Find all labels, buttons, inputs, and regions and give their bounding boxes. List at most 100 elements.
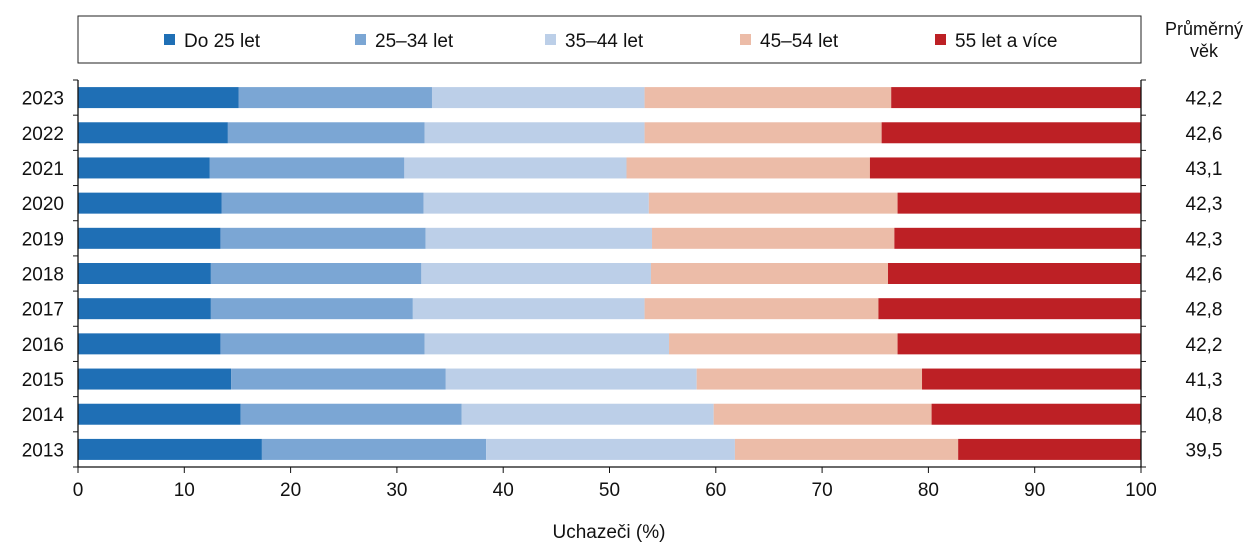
bar-2016-do-25-let (78, 333, 221, 355)
x-tick-label-30: 30 (386, 480, 407, 501)
bar-2016-55-let-a-vice (897, 333, 1141, 355)
legend-label-55-let-a-vice: 55 let a více (955, 31, 1057, 52)
x-tick-label-90: 90 (1024, 480, 1045, 501)
bar-2014-25-34-let (240, 403, 462, 425)
category-label-2021: 2021 (22, 159, 64, 180)
legend-swatch-25-34-let (355, 34, 366, 45)
bar-2022-35-44-let (424, 122, 645, 144)
category-label-2015: 2015 (22, 370, 64, 391)
bar-2023-45-54-let (644, 87, 892, 109)
category-label-2017: 2017 (22, 300, 64, 321)
average-age-2014: 40,8 (1186, 405, 1223, 426)
legend-swatch-55-let-a-vice (935, 34, 946, 45)
bar-2019-45-54-let (652, 227, 895, 249)
bar-2015-do-25-let (78, 368, 232, 390)
category-label-2016: 2016 (22, 335, 64, 356)
category-label-2020: 2020 (22, 194, 64, 215)
bar-2021-do-25-let (78, 157, 210, 179)
bar-2020-35-44-let (423, 192, 649, 214)
x-tick-label-60: 60 (705, 480, 726, 501)
bar-2019-25-34-let (220, 227, 426, 249)
bar-2018-55-let-a-vice (888, 263, 1141, 284)
average-age-2017: 42,8 (1186, 300, 1223, 321)
average-age-2019: 42,3 (1186, 229, 1223, 250)
bar-2018-25-34-let (210, 263, 422, 284)
bar-2023-do-25-let (78, 87, 239, 109)
bar-2020-25-34-let (221, 192, 424, 214)
average-age-2022: 42,6 (1186, 124, 1223, 145)
x-tick-label-80: 80 (918, 480, 939, 501)
bar-2017-35-44-let (412, 298, 645, 320)
bar-2013-55-let-a-vice (958, 438, 1141, 460)
bar-2021-45-54-let (626, 157, 870, 179)
bar-2015-25-34-let (231, 368, 446, 390)
x-tick-label-10: 10 (174, 480, 195, 501)
category-label-2022: 2022 (22, 124, 64, 145)
bar-2021-35-44-let (404, 157, 627, 179)
bar-2022-25-34-let (227, 122, 425, 144)
average-age-header: Průměrný věk (1165, 19, 1243, 61)
bar-2019-35-44-let (425, 227, 653, 249)
category-label-2014: 2014 (22, 405, 65, 426)
x-tick-label-20: 20 (280, 480, 301, 501)
average-age-2021: 43,1 (1186, 159, 1223, 180)
category-label-2013: 2013 (22, 440, 64, 461)
x-tick-label-100: 100 (1125, 480, 1157, 501)
category-label-2023: 2023 (22, 89, 64, 110)
x-tick-label-70: 70 (812, 480, 833, 501)
x-tick-label-0: 0 (73, 480, 84, 501)
legend-swatch-35-44-let (545, 34, 556, 45)
bar-2013-35-44-let (486, 438, 735, 460)
bar-2014-45-54-let (713, 403, 932, 425)
average-age-2020: 42,3 (1186, 194, 1223, 215)
average-age-header-line2: věk (1190, 41, 1219, 61)
legend-box (77, 15, 1142, 64)
bar-2017-45-54-let (644, 298, 879, 320)
bar-2019-55-let-a-vice (894, 227, 1141, 249)
category-labels: 2023 2022 2021 2020 2019 2018 2017 2016 2015 2014… (22, 89, 65, 462)
average-age-header-line1: Průměrný (1165, 19, 1243, 39)
bar-2019-do-25-let (78, 227, 221, 249)
legend-label-25-34-let: 25–34 let (375, 31, 454, 52)
bar-2022-do-25-let (78, 122, 228, 144)
bar-2016-45-54-let (669, 333, 898, 355)
bar-2023-55-let-a-vice (891, 87, 1141, 109)
bar-2023-35-44-let (431, 87, 645, 109)
bar-2018-35-44-let (421, 263, 651, 284)
legend-label-35-44-let: 35–44 let (565, 31, 644, 52)
bar-2014-do-25-let (78, 403, 241, 425)
bar-2022-45-54-let (644, 122, 882, 144)
bar-2013-do-25-let (78, 438, 262, 460)
bar-2018-do-25-let (78, 263, 211, 284)
average-age-values: 42,2 42,6 43,1 42,3 42,3 42,6 42,8 42,2 41,3 40,8… (1186, 89, 1223, 462)
bar-2020-do-25-let (78, 192, 222, 214)
bar-2015-55-let-a-vice (922, 368, 1141, 390)
bar-2018-45-54-let (650, 263, 889, 284)
x-axis-title: Uchazeči (%) (553, 522, 666, 543)
average-age-2015: 41,3 (1186, 370, 1223, 391)
legend-label-45-54-let: 45–54 let (760, 31, 839, 52)
bar-2021-55-let-a-vice (869, 157, 1141, 179)
x-tick-label-40: 40 (493, 480, 514, 501)
average-age-2018: 42,6 (1186, 265, 1223, 286)
bar-2017-55-let-a-vice (878, 298, 1141, 320)
category-label-2019: 2019 (22, 229, 64, 250)
legend: Do 25 let 25–34 let 35–44 let 45–54 let 55 l… (77, 15, 1142, 64)
average-age-2016: 42,2 (1186, 335, 1223, 356)
bars (78, 87, 1141, 460)
bar-2015-35-44-let (445, 368, 697, 390)
bar-2017-do-25-let (78, 298, 211, 320)
bar-2014-55-let-a-vice (931, 403, 1141, 425)
legend-swatch-45-54-let (740, 34, 751, 45)
bar-2015-45-54-let (696, 368, 923, 390)
bar-2020-55-let-a-vice (897, 192, 1141, 214)
bar-2014-35-44-let (461, 403, 714, 425)
bar-2013-25-34-let (261, 438, 487, 460)
category-label-2018: 2018 (22, 265, 64, 286)
bar-2022-55-let-a-vice (881, 122, 1141, 144)
legend-swatch-do-25-let (164, 34, 175, 45)
x-tick-label-50: 50 (599, 480, 620, 501)
bar-2020-45-54-let (648, 192, 898, 214)
average-age-2023: 42,2 (1186, 89, 1223, 110)
